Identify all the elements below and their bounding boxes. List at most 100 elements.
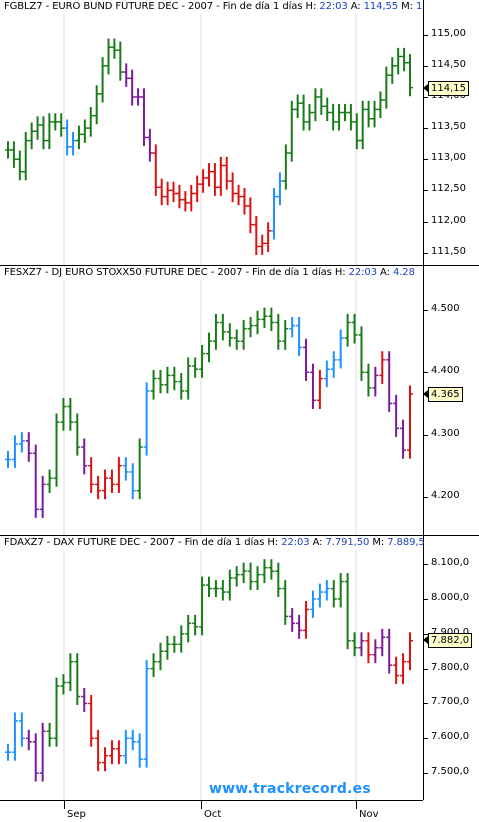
- ohlc-bar: [351, 313, 358, 344]
- ohlc-bar: [247, 562, 254, 591]
- month-label-nov: Nov: [359, 809, 379, 820]
- ohlc-bar: [294, 94, 301, 119]
- ohlc-bar: [150, 653, 157, 678]
- y-tick-label: 8.000,0: [431, 592, 470, 603]
- y-tick-label: 113,50: [431, 121, 466, 133]
- ohlc-bar: [282, 144, 289, 190]
- ohlc-bar: [241, 187, 248, 215]
- ohlc-bar: [46, 469, 53, 494]
- watermark-link[interactable]: www.trackrecord.es: [209, 781, 371, 797]
- ohlc-bar: [379, 351, 386, 385]
- ohlc-bar: [129, 463, 136, 500]
- ohlc-bar: [206, 163, 212, 187]
- ohlc-bar: [115, 457, 122, 494]
- ohlc-bar: [93, 85, 100, 125]
- ohlc-bar: [182, 191, 189, 212]
- y-tick-label: 112,50: [431, 183, 466, 195]
- ohlc-bar: [157, 642, 164, 671]
- ohlc-bar: [268, 559, 275, 580]
- y-tick-label: 7.500,0: [431, 766, 470, 778]
- y-tick-mark: [423, 96, 428, 98]
- ohlc-bar: [261, 559, 268, 584]
- ohlc-bar: [164, 635, 171, 660]
- ohlc-bar: [309, 590, 316, 618]
- ohlc-bar: [185, 357, 192, 400]
- ohlc-bar: [254, 566, 261, 591]
- ohlc-bar: [102, 469, 109, 500]
- panel-divider: [0, 535, 479, 536]
- ohlc-bar: [67, 397, 74, 431]
- stoxx-header-a: 4.28: [392, 267, 415, 278]
- ohlc-bar: [74, 413, 81, 456]
- ohlc-bar: [152, 144, 159, 196]
- ohlc-bar: [143, 660, 150, 768]
- ohlc-bar: [358, 326, 365, 381]
- ohlc-bar: [22, 131, 29, 181]
- last-price-label: 114,15: [428, 80, 469, 96]
- ohlc-bar: [5, 743, 11, 761]
- ohlc-bar: [261, 307, 268, 328]
- ohlc-bar: [211, 163, 218, 196]
- ohlc-bar: [64, 119, 71, 156]
- time-axis[interactable]: Sep Oct Nov: [0, 800, 479, 822]
- ohlc-bar: [46, 722, 53, 747]
- ohlc-bar: [194, 175, 201, 203]
- y-tick-label: 4.400: [431, 365, 460, 377]
- ohlc-bar: [351, 632, 358, 657]
- ohlc-bar: [219, 580, 226, 601]
- ohlc-bar: [233, 329, 240, 350]
- ohlc-bar: [178, 625, 185, 653]
- ohlc-bar: [25, 729, 32, 751]
- ohlc-bar: [200, 169, 207, 193]
- y-tick-label: 114,50: [431, 58, 466, 70]
- ohlc-bar: [240, 320, 247, 350]
- ohlc-bar: [383, 66, 390, 109]
- ohlc-bar: [164, 181, 171, 206]
- last-price-arrow: [423, 390, 428, 399]
- ohlc-bar: [386, 628, 393, 674]
- ohlc-bar: [74, 653, 81, 705]
- ohlc-bar: [171, 635, 178, 653]
- ohlc-bar: [289, 607, 296, 632]
- y-tick-mark: [423, 738, 428, 740]
- dax-ohlc-plot[interactable]: [0, 536, 424, 800]
- last-price-arrow: [423, 636, 428, 645]
- ohlc-bar: [129, 69, 136, 106]
- time-axis-line: [0, 800, 424, 801]
- ohlc-bar: [16, 150, 23, 181]
- y-tick-mark: [423, 34, 428, 36]
- ohlc-bar: [400, 653, 407, 685]
- month-tick-nov: [356, 800, 357, 809]
- ohlc-bar: [389, 57, 396, 84]
- ohlc-bar: [365, 100, 372, 128]
- bund-ohlc-plot[interactable]: [0, 0, 424, 266]
- y-tick-mark: [423, 668, 428, 670]
- ohlc-bar: [358, 632, 365, 657]
- bund-title-text: FGBLZ7 - EURO BUND FUTURE DEC - 2007 - F…: [4, 1, 303, 12]
- ohlc-bar: [395, 47, 402, 75]
- ohlc-bar: [219, 313, 226, 341]
- ohlc-bar: [117, 41, 124, 81]
- last-price-label: 4.365: [428, 387, 463, 403]
- ohlc-bar: [316, 369, 323, 409]
- ohlc-bar: [53, 413, 60, 487]
- chart-panel-dax: FDAXZ7 - DAX FUTURE DEC - 2007 - Fin de …: [0, 536, 479, 800]
- y-tick-mark: [423, 564, 428, 566]
- ohlc-bar: [229, 172, 236, 203]
- ohlc-bar: [259, 234, 266, 256]
- bund-header-a: 114,55: [363, 1, 399, 12]
- stoxx-header-h: 22:03: [348, 267, 377, 278]
- ohlc-bar: [140, 88, 147, 147]
- ohlc-bar: [276, 172, 283, 206]
- ohlc-bar: [39, 475, 46, 518]
- ohlc-bar: [10, 141, 17, 168]
- ohlc-bar: [303, 600, 310, 639]
- stoxx-ohlc-plot[interactable]: [0, 266, 424, 536]
- ohlc-bar: [32, 444, 39, 518]
- ohlc-bar: [330, 351, 337, 378]
- ohlc-bar: [192, 357, 199, 378]
- ohlc-bar: [88, 457, 95, 494]
- y-tick-label: 4.200: [431, 489, 460, 501]
- bund-title: FGBLZ7 - EURO BUND FUTURE DEC - 2007 - F…: [4, 1, 422, 12]
- y-tick-label: 7.800,0: [431, 661, 470, 673]
